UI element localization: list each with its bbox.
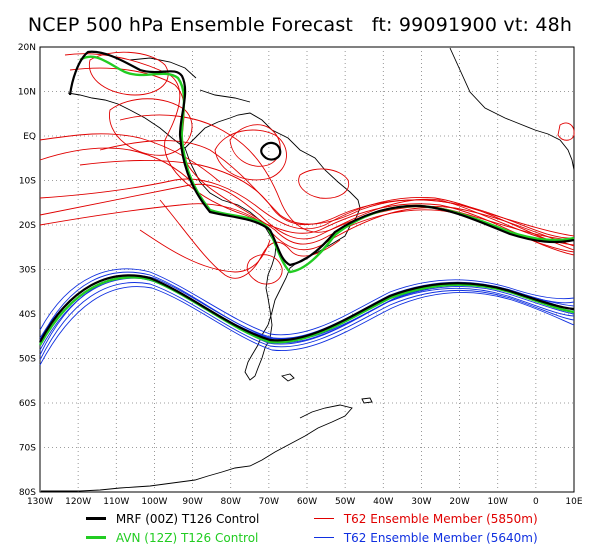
coast-africa <box>449 47 575 171</box>
lat-tick-label: 30S <box>19 266 36 276</box>
mrf-small-loop <box>260 141 282 161</box>
lon-tick-label: 80W <box>221 497 241 507</box>
lon-tick-label: 30W <box>411 497 431 507</box>
legend-ens-5850: T62 Ensemble Member (5850m) <box>314 512 538 526</box>
lat-tick-label: 10N <box>18 88 36 98</box>
legend-ens-5640-swatch <box>314 537 334 538</box>
legend-ens-5640: T62 Ensemble Member (5640m) <box>314 531 538 545</box>
ens5850-loop-3 <box>109 98 193 156</box>
lat-tick-label: 50S <box>19 355 36 365</box>
ens5640-member-1 <box>39 271 575 341</box>
ens5640-member-5 <box>39 286 575 366</box>
ensemble-5850-contours <box>39 51 575 285</box>
legend-avn-swatch <box>86 536 106 539</box>
lat-tick-label: EQ <box>23 132 36 142</box>
ens5850-member-12 <box>39 133 221 183</box>
legend-mrf: MRF (00Z) T126 Control <box>86 512 259 526</box>
lon-tick-label: 130W <box>27 497 53 507</box>
legend-avn-label: AVN (12Z) T126 Control <box>115 531 259 545</box>
legend-ens-5850-swatch <box>314 518 334 519</box>
legend-mrf-swatch <box>86 517 106 520</box>
legend-ens-5640-label: T62 Ensemble Member (5640m) <box>343 531 538 545</box>
map-title: NCEP 500 hPa Ensemble Forecast ft: 99091… <box>27 14 573 36</box>
lon-tick-label: 90W <box>182 497 202 507</box>
mrf-control-contours <box>39 50 575 343</box>
ens5850-loop-2 <box>214 129 287 181</box>
legend-avn: AVN (12Z) T126 Control <box>86 531 258 545</box>
lat-tick-label: 20N <box>18 43 36 53</box>
lat-tick-label: 70S <box>19 444 36 454</box>
coast-falklands <box>281 373 295 382</box>
coast-central-america <box>67 92 186 149</box>
lon-tick-label: 0 <box>533 497 539 507</box>
lon-tick-label: 10W <box>488 497 508 507</box>
lat-tick-label: 10S <box>19 177 36 187</box>
coast-south-georgia <box>361 397 373 404</box>
ens5640-member-6 <box>39 268 575 336</box>
lon-tick-label: 50W <box>335 497 355 507</box>
lat-tick-label: 20S <box>19 221 36 231</box>
lon-tick-label: 70W <box>259 497 279 507</box>
ens5850-member-5 <box>69 67 575 253</box>
lon-tick-label: 120W <box>65 497 91 507</box>
lon-tick-label: 110W <box>103 497 129 507</box>
ens5850-member-8 <box>119 114 575 247</box>
ens5850-loop-4 <box>88 51 169 96</box>
mrf-5640-contour <box>39 274 575 343</box>
lat-tick-label: 60S <box>19 399 36 409</box>
ens5850-member-9 <box>159 199 341 279</box>
ens5850-loop-7 <box>246 254 283 285</box>
ens5640-member-7 <box>39 274 575 339</box>
ens5850-member-1 <box>39 183 575 246</box>
lon-tick-label: 60W <box>297 497 317 507</box>
ens5850-loop-5 <box>298 168 350 199</box>
ens5640-member-4 <box>39 282 575 361</box>
lon-tick-label: 100W <box>141 497 167 507</box>
lon-tick-label: 20W <box>449 497 469 507</box>
mrf-5850-contour <box>68 50 575 267</box>
legend-mrf-label: MRF (00Z) T126 Control <box>115 512 260 526</box>
lon-tick-label: 10E <box>565 497 582 507</box>
ens5850-member-10 <box>139 229 271 273</box>
ens5850-member-11 <box>39 147 196 186</box>
ens5850-member-2 <box>39 203 575 251</box>
legend-ens-5850-label: T62 Ensemble Member (5850m) <box>343 512 538 526</box>
lon-tick-label: 40W <box>373 497 393 507</box>
ens5850-loop-6 <box>557 122 575 141</box>
ens5850-member-6 <box>99 140 575 239</box>
coast-antarctic-peninsula <box>41 404 353 492</box>
lat-tick-label: 40S <box>19 310 36 320</box>
coast-caribbean <box>129 57 251 103</box>
lat-tick-label: 80S <box>19 488 36 498</box>
